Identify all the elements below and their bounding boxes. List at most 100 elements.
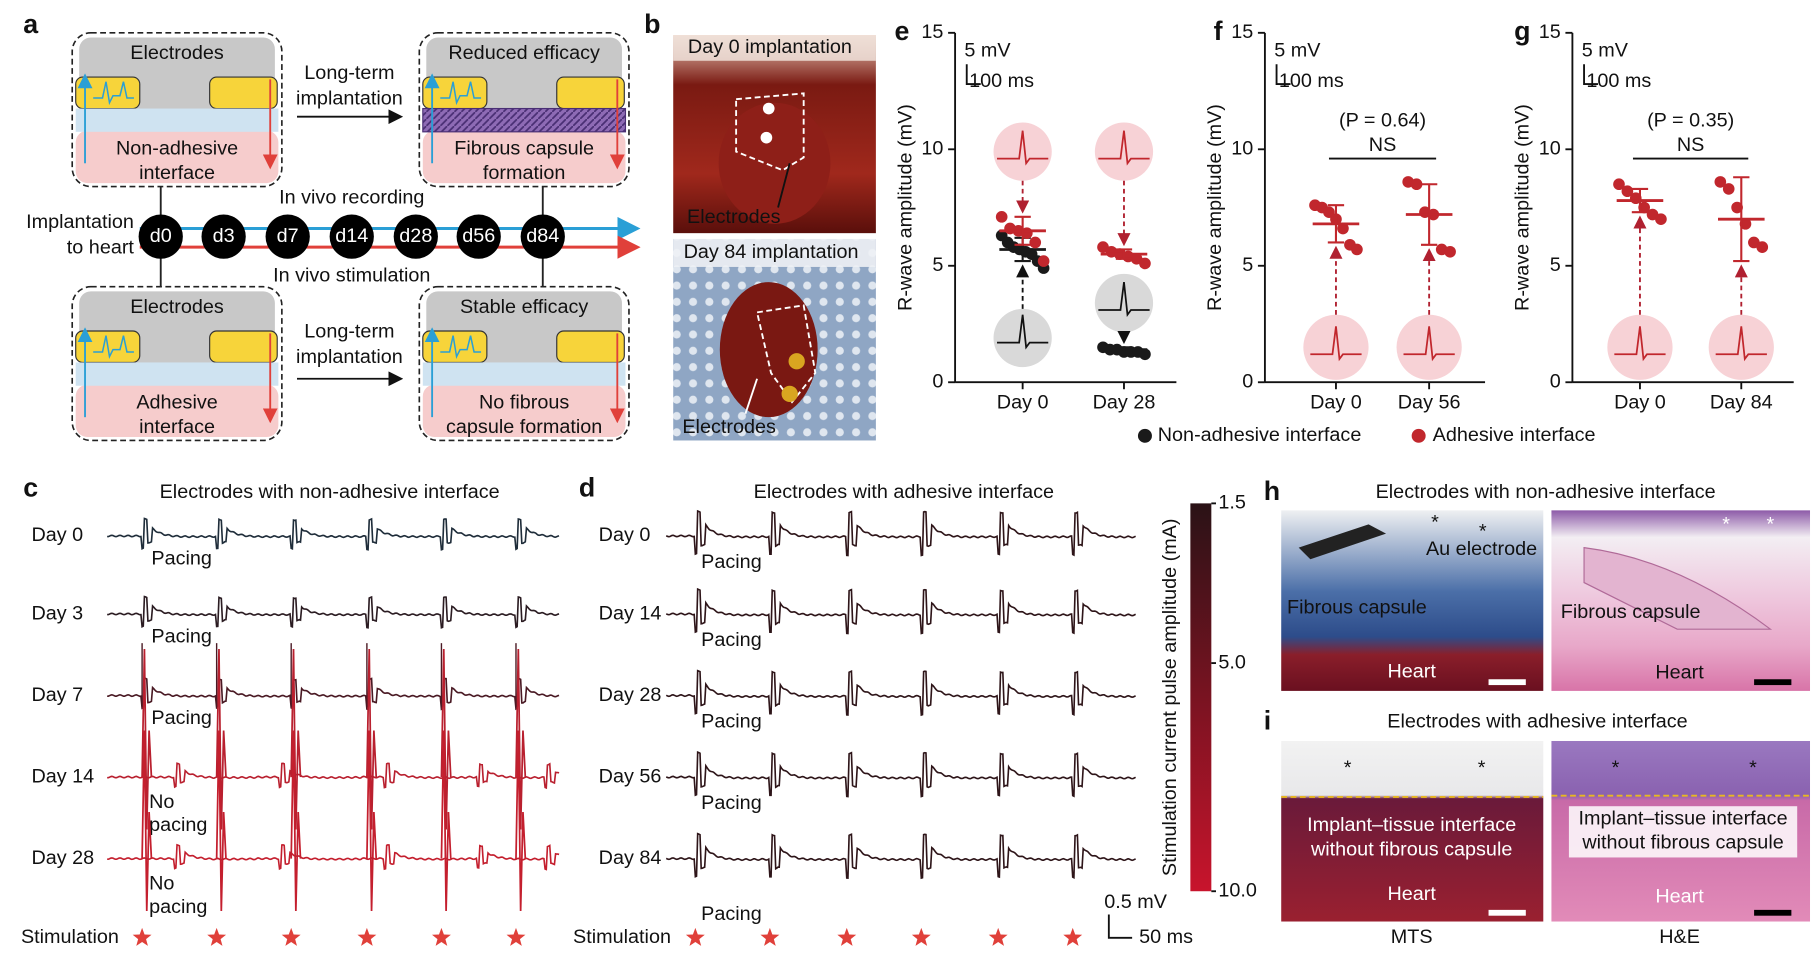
row-note: Pacing [701, 792, 762, 814]
stimulation-label: Stimulation [21, 926, 119, 948]
stimulation-star [837, 927, 857, 946]
y-tick-label: 10 [1231, 138, 1253, 160]
y-tick-label: 5 [1242, 254, 1253, 276]
x-tick-label: Day 0 [1614, 391, 1666, 413]
error-bar [1631, 187, 1649, 214]
y-tick-label: 15 [921, 21, 943, 43]
inset-waveform [1098, 130, 1150, 166]
scale-bar [965, 64, 981, 86]
stimulation-star [1063, 927, 1083, 946]
scale-bar [1107, 914, 1133, 939]
y-axis-label: R-wave amplitude (mV) [1204, 104, 1226, 311]
y-tick-label: 15 [1231, 21, 1253, 43]
day-label: d7 [277, 225, 299, 247]
inset-waveform [1715, 326, 1767, 362]
ecg-trace [665, 669, 1136, 717]
day-node [201, 214, 246, 259]
electrode-pad [209, 76, 278, 110]
row-note: No [149, 791, 174, 813]
error-bar [1327, 204, 1345, 244]
day-node [520, 214, 565, 259]
row-label: Day 7 [31, 684, 83, 706]
legend-label: Non-adhesive interface [1158, 424, 1362, 446]
data-point [1722, 183, 1735, 195]
tissue [75, 130, 279, 184]
panel-label: g [1514, 16, 1530, 46]
electrode-pad [556, 330, 625, 364]
pointer [744, 378, 758, 414]
row-note: Pacing [151, 626, 212, 648]
timeline-text: In vivo recording [279, 186, 424, 208]
annotation-label: Implant–tissue interface [1579, 807, 1788, 829]
annotation-label: Fibrous capsule [1561, 601, 1701, 623]
box-text: interface [139, 416, 215, 438]
data-point [1444, 245, 1456, 258]
panel-label: c [23, 472, 38, 502]
row-label: Day 3 [31, 602, 83, 624]
row-note: Pacing [701, 711, 762, 733]
photo-label: Electrodes [687, 206, 781, 228]
day-node [329, 214, 374, 259]
stimulation-star [506, 927, 526, 946]
scale-label: 5 mV [964, 40, 1011, 62]
scale-bar [1754, 909, 1792, 916]
panel-title: Electrodes with adhesive interface [1387, 711, 1687, 733]
panel-title: Electrodes with adhesive interface [754, 481, 1054, 503]
data-point [1739, 218, 1752, 230]
mini-waveform [440, 335, 482, 360]
mini-waveform [440, 81, 482, 106]
colorbar-tick-label: 5.0 [1218, 651, 1246, 673]
photo-banner [673, 35, 876, 61]
photo-label: Electrodes [682, 416, 776, 438]
y-axis-label: R-wave amplitude (mV) [894, 104, 916, 311]
data-point [1139, 348, 1151, 361]
stimulation-star [132, 927, 152, 946]
legend-marker [1137, 428, 1152, 443]
data-point [1337, 222, 1349, 235]
data-point [995, 211, 1008, 223]
stim-artifact [141, 648, 153, 830]
error-bar [1420, 183, 1438, 246]
arrow-text: Long-term [304, 62, 394, 84]
annotation-label: Heart [1387, 883, 1436, 905]
ecg-trace [665, 832, 1136, 880]
box-text: interface [139, 162, 215, 184]
row-label: Day 0 [31, 524, 83, 546]
stimulation-star [432, 927, 451, 946]
panel-label: a [23, 9, 39, 39]
stimulation-star [207, 927, 227, 946]
capsule [1583, 546, 1773, 630]
legend-marker [1411, 428, 1426, 443]
timeline-text: Implantation [26, 211, 134, 233]
stim-artifact [215, 648, 227, 830]
inset-circle [1396, 314, 1462, 380]
data-point [1655, 213, 1667, 226]
scale-label: 100 ms [1279, 70, 1344, 92]
scale-bar [1488, 679, 1526, 686]
day-label: d28 [399, 225, 432, 247]
day-node [265, 214, 310, 259]
stim-artifact [440, 648, 452, 830]
inset-waveform [1403, 326, 1455, 362]
data-point [1613, 178, 1625, 191]
data-point [1756, 241, 1769, 253]
interface-layer [75, 362, 279, 386]
day-label: d3 [213, 225, 235, 247]
ecg-trace [665, 750, 1136, 798]
asterisk: * [1344, 757, 1352, 779]
annotation-label: without fibrous capsule [1310, 839, 1512, 861]
asterisk: * [1749, 757, 1757, 779]
data-point [1731, 201, 1743, 214]
y-tick-label: 10 [1539, 138, 1561, 160]
stain-label: H&E [1659, 926, 1700, 948]
colorbar [1190, 503, 1212, 892]
asterisk: * [1767, 514, 1775, 536]
electrode [788, 353, 805, 370]
error-bar [1115, 248, 1133, 260]
tissue [422, 384, 626, 437]
error-bar [1115, 346, 1133, 354]
y-tick-label: 15 [1539, 21, 1561, 43]
ecg-trace [107, 517, 560, 551]
inset-circle [1094, 122, 1154, 181]
